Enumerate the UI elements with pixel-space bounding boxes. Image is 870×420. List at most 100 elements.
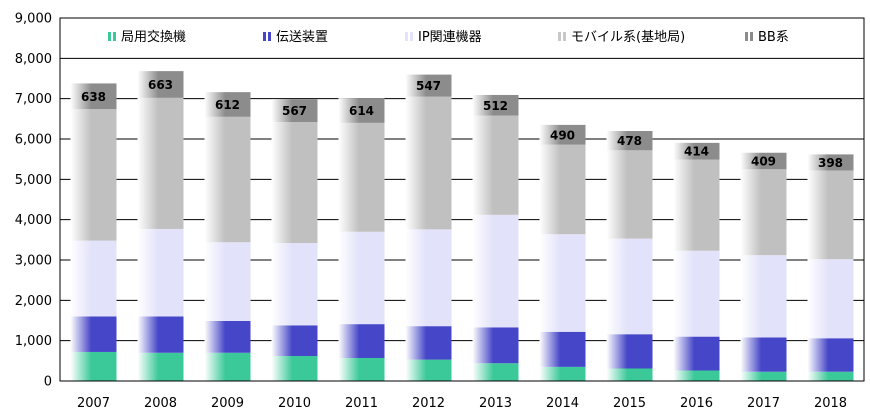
bar-segment bbox=[137, 71, 184, 98]
bar-segment bbox=[472, 327, 519, 364]
bar-segment bbox=[405, 229, 452, 327]
legend-label: IP関連機器 bbox=[418, 30, 482, 45]
bar-segment bbox=[807, 259, 854, 339]
bar-segment bbox=[472, 94, 519, 116]
legend-swatch bbox=[405, 32, 408, 41]
bar-segment bbox=[70, 316, 117, 352]
bar-segment bbox=[807, 154, 854, 171]
data-label: 490 bbox=[550, 128, 575, 142]
bar-segment bbox=[271, 325, 318, 356]
bar-segment bbox=[405, 359, 452, 381]
x-tick-label: 2017 bbox=[747, 396, 780, 411]
legend-swatch bbox=[113, 32, 116, 41]
x-tick-label: 2010 bbox=[278, 396, 311, 411]
y-axis: 0 1,000 2,000 3,000 4,000 5,000 6,000 7,000 8,00… bbox=[15, 12, 52, 390]
bar-segment bbox=[338, 324, 385, 359]
bar-segment bbox=[740, 152, 787, 170]
y-tick-label: 8,000 bbox=[15, 52, 52, 67]
bar-segment bbox=[338, 122, 385, 232]
y-tick-label: 2,000 bbox=[15, 294, 52, 309]
gridlines bbox=[60, 57, 864, 342]
x-tick-label: 2015 bbox=[613, 396, 646, 411]
legend-swatch bbox=[563, 32, 566, 41]
data-label: 398 bbox=[818, 156, 843, 170]
bar-segment bbox=[204, 320, 251, 353]
bar-segment bbox=[673, 142, 720, 160]
bar-segment bbox=[807, 338, 854, 372]
x-tick-label: 2018 bbox=[814, 396, 847, 411]
data-label: 478 bbox=[617, 134, 642, 148]
bar-segment bbox=[70, 351, 117, 381]
data-label: 547 bbox=[416, 79, 441, 93]
y-tick-label: 7,000 bbox=[15, 92, 52, 107]
data-label: 614 bbox=[349, 104, 374, 118]
x-tick-label: 2014 bbox=[546, 396, 579, 411]
bar-segment bbox=[70, 240, 117, 317]
bar-segment bbox=[740, 337, 787, 372]
legend-swatch bbox=[108, 32, 111, 41]
bar-segment bbox=[338, 358, 385, 381]
y-tick-label: 9,000 bbox=[15, 12, 52, 27]
bar-segment bbox=[740, 169, 787, 256]
bar-segment bbox=[137, 316, 184, 353]
bar-segment bbox=[271, 122, 318, 244]
data-label: 612 bbox=[215, 98, 240, 112]
bar-segment bbox=[740, 255, 787, 338]
bar-segment bbox=[338, 98, 385, 123]
legend-label: 局用交換機 bbox=[121, 29, 186, 45]
bar-segment bbox=[271, 355, 318, 381]
bar-segment bbox=[606, 368, 653, 381]
bar-segment bbox=[271, 99, 318, 123]
data-label: 567 bbox=[282, 104, 307, 118]
bar-segment bbox=[137, 352, 184, 381]
bar-segment bbox=[472, 214, 519, 328]
bar-segment bbox=[606, 150, 653, 239]
data-label: 409 bbox=[751, 155, 776, 169]
bar-segment bbox=[539, 124, 586, 145]
bar-segment bbox=[740, 371, 787, 381]
x-tick-label: 2009 bbox=[211, 396, 244, 411]
bar-segment bbox=[70, 83, 117, 110]
bar-segment bbox=[204, 352, 251, 381]
legend-swatch bbox=[268, 32, 271, 41]
bar-segment bbox=[405, 96, 452, 230]
bars bbox=[70, 71, 854, 381]
bar-segment bbox=[539, 331, 586, 367]
y-tick-label: 1,000 bbox=[15, 334, 52, 349]
legend-swatch bbox=[745, 32, 748, 41]
bar-segment bbox=[137, 228, 184, 317]
y-tick-label: 6,000 bbox=[15, 133, 52, 148]
bar-segment bbox=[673, 370, 720, 381]
bar-segment bbox=[606, 131, 653, 151]
data-label: 638 bbox=[81, 90, 106, 104]
bar-segment bbox=[472, 363, 519, 381]
plot-area-border bbox=[59, 17, 865, 382]
bar-segment bbox=[539, 144, 586, 235]
x-tick-label: 2008 bbox=[144, 396, 177, 411]
bar-segment bbox=[338, 231, 385, 325]
bar-segment bbox=[405, 326, 452, 360]
legend-label: 伝送装置 bbox=[276, 30, 328, 45]
x-axis: 2007 2008 2009 2010 2011 2012 2013 2014 2015 2016… bbox=[77, 396, 847, 411]
data-labels: 638 663 612 567 614 547 512 490 478 414 409 398 bbox=[81, 78, 843, 170]
bar-segment bbox=[539, 234, 586, 332]
x-tick-label: 2013 bbox=[479, 396, 512, 411]
bar-segment bbox=[673, 159, 720, 251]
data-label: 512 bbox=[483, 99, 508, 113]
legend-swatch bbox=[558, 32, 561, 41]
bar-segment bbox=[606, 334, 653, 369]
legend-swatch bbox=[263, 32, 266, 41]
bar-segment bbox=[70, 109, 117, 241]
bar-segment bbox=[271, 243, 318, 326]
legend: 局用交換機 伝送装置 IP関連機器 モバイル系(基地局) BB系 bbox=[108, 29, 789, 45]
y-tick-label: 0 bbox=[44, 375, 52, 390]
x-tick-label: 2016 bbox=[680, 396, 713, 411]
bar-segment bbox=[539, 366, 586, 381]
x-tick-label: 2012 bbox=[412, 396, 445, 411]
bar-segment bbox=[204, 116, 251, 243]
bar-segment bbox=[405, 74, 452, 97]
bar-segment bbox=[807, 371, 854, 381]
bar-segment bbox=[137, 97, 184, 229]
data-label: 414 bbox=[684, 145, 709, 159]
y-tick-label: 4,000 bbox=[15, 213, 52, 228]
